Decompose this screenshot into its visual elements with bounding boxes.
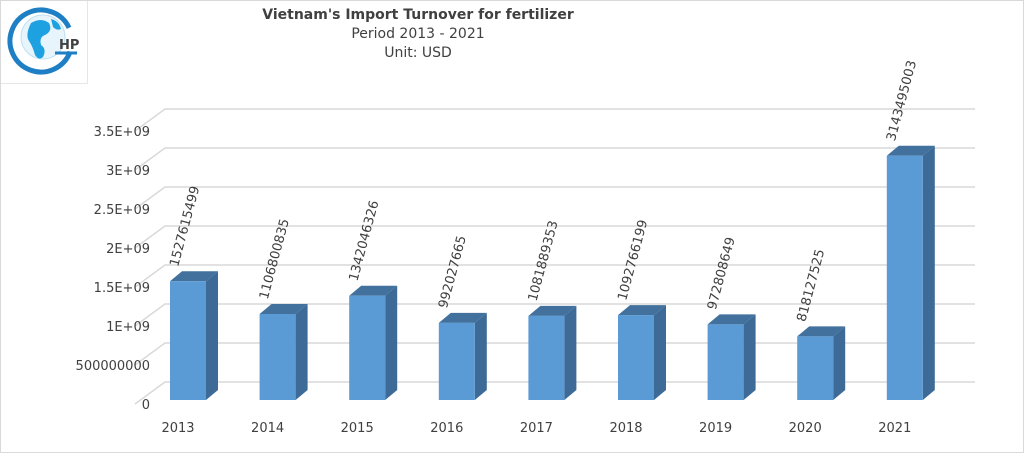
chart-unit-label: Unit: USD (384, 45, 452, 61)
bar-side (385, 285, 398, 400)
x-tick-label: 2013 (161, 421, 194, 436)
gridline (134, 108, 975, 132)
bar (259, 313, 296, 400)
y-tick-label: 2E+09 (106, 242, 150, 257)
data-label: 1106800835 (257, 217, 293, 301)
gridline (134, 186, 975, 210)
bar-side (564, 305, 577, 400)
bar (349, 295, 386, 400)
bar-side (474, 312, 487, 400)
y-tick-label: 500000000 (76, 359, 150, 374)
bar-top (528, 305, 577, 316)
bar-side (206, 271, 218, 400)
bar (170, 281, 206, 400)
chart-title-block: Vietnam's Import Turnover for fertilizer… (218, 6, 618, 63)
bar-side (654, 305, 666, 400)
data-label: 1092766199 (615, 218, 651, 302)
data-label: 992027665 (436, 234, 470, 310)
bar (618, 315, 654, 400)
data-label: 972808649 (705, 236, 739, 312)
data-label: 1081889353 (526, 219, 562, 303)
bar-side (922, 145, 935, 400)
bar-top (886, 145, 935, 156)
bar (797, 336, 834, 400)
y-tick-label: 0 (142, 398, 150, 413)
x-tick-label: 2020 (789, 421, 822, 436)
gridline (134, 342, 975, 366)
bar-top (438, 312, 487, 323)
y-tick-label: 2.5E+09 (94, 203, 150, 218)
x-tick-label: 2014 (251, 421, 284, 436)
y-tick-label: 3E+09 (106, 164, 150, 179)
gridline (134, 381, 975, 405)
data-label: 1342046326 (347, 199, 383, 283)
bar-top (797, 326, 846, 337)
gridline (134, 225, 975, 249)
y-tick-label: 1.5E+09 (94, 281, 150, 296)
x-tick-label: 2019 (699, 421, 732, 436)
bar-side (743, 314, 756, 400)
bar-side (295, 303, 308, 400)
x-tick-label: 2016 (430, 421, 463, 436)
gridline (134, 303, 975, 327)
bar (528, 315, 565, 400)
gridline (134, 147, 975, 171)
x-tick-label: 2017 (520, 421, 553, 436)
company-logo: HP (1, 1, 88, 84)
x-tick-label: 2018 (609, 421, 642, 436)
bar-side (833, 326, 846, 400)
bar-top (259, 303, 308, 314)
bar-top (707, 314, 756, 325)
data-label: 818127525 (795, 248, 829, 324)
logo-text: HP (59, 38, 79, 53)
bar-top (349, 285, 398, 296)
bar-top (618, 305, 666, 316)
x-tick-label: 2021 (878, 421, 911, 436)
gridline (134, 264, 975, 288)
bar (707, 324, 744, 400)
bar-top (170, 271, 218, 282)
y-tick-label: 1E+09 (106, 320, 150, 335)
y-tick-label: 3.5E+09 (94, 125, 150, 140)
bar (438, 322, 475, 400)
chart-title: Vietnam's Import Turnover for fertilizer (262, 7, 574, 23)
chart-subtitle: Period 2013 - 2021 (351, 26, 485, 42)
x-tick-label: 2015 (341, 421, 374, 436)
bar (886, 155, 923, 400)
data-label: 3143495003 (884, 59, 920, 143)
